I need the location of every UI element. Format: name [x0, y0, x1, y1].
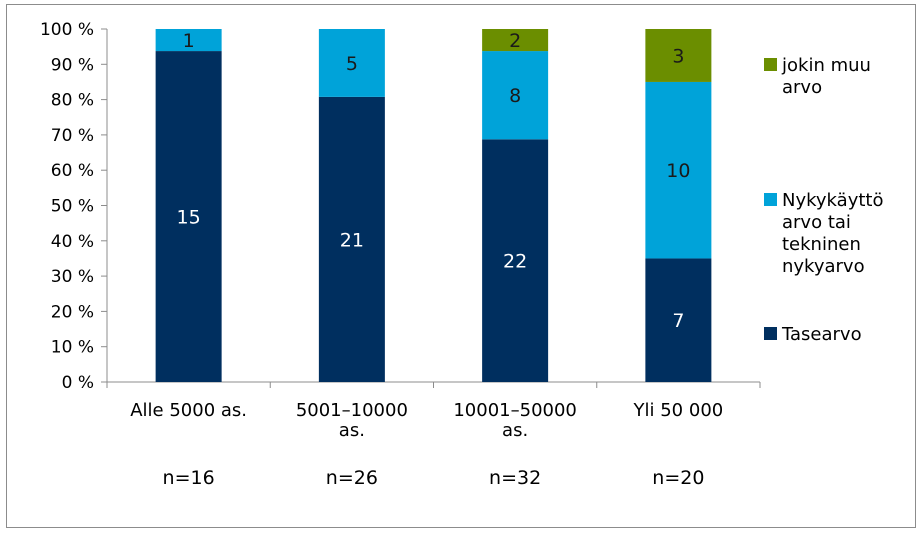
y-tick-label: 30 % [51, 267, 94, 287]
bar-segment [318, 96, 385, 382]
legend-label: tekninen [782, 234, 861, 255]
legend-label: Tasearvo [781, 324, 862, 345]
y-tick-label: 100 % [40, 20, 94, 40]
bar-segment [645, 81, 712, 259]
y-tick-label: 10 % [51, 338, 94, 358]
bar-segment [318, 29, 385, 97]
axes: 0 % 10 % 20 % 30 % 40 % 50 % 60 % 70 % 80 % 90 % 1… [40, 20, 761, 393]
bars: 15 1 21 5 22 8 2 7 10 3 [155, 29, 712, 382]
legend-label: arvo tai [782, 212, 851, 233]
data-label: 8 [509, 85, 521, 107]
y-tick-label: 60 % [51, 161, 94, 181]
y-tick-label: 20 % [51, 302, 94, 322]
legend-label: nykyarvo [782, 256, 865, 277]
x-category-label: Yli 50 000 [633, 400, 724, 421]
x-category-label: 10001–50000 [453, 400, 577, 421]
category-labels: Alle 5000 as.n=165001–10000as.n=2610001–… [130, 400, 723, 489]
legend-label: Nykykäyttö [782, 190, 883, 211]
y-tick-label: 70 % [51, 126, 94, 146]
y-tick-label: 40 % [51, 232, 94, 252]
x-category-label: Alle 5000 as. [130, 400, 247, 421]
y-tick-label: 50 % [51, 197, 94, 217]
legend-label: arvo [782, 77, 822, 98]
bar-segment [155, 51, 222, 382]
data-label: 2 [509, 30, 521, 52]
legend-swatch [764, 327, 777, 340]
bar-segment [482, 29, 549, 52]
y-tick-label: 90 % [51, 55, 94, 75]
bar-segment [482, 139, 549, 382]
data-label: 3 [672, 45, 684, 67]
data-label: 21 [340, 229, 364, 251]
legend-swatch [764, 193, 777, 206]
x-category-label: as. [339, 420, 365, 441]
y-tick-label: 0 % [62, 373, 94, 393]
legend-swatch [764, 58, 777, 71]
x-category-label: 5001–10000 [296, 400, 408, 421]
data-label: 10 [666, 160, 690, 182]
y-tick-label: 80 % [51, 91, 94, 111]
legend-label: jokin muu [781, 55, 871, 76]
bar-segment [482, 51, 549, 140]
n-count-label: n=20 [652, 467, 704, 489]
data-label: 5 [346, 53, 358, 75]
data-label: 15 [177, 207, 201, 229]
data-label: 7 [672, 310, 684, 332]
n-count-label: n=26 [326, 467, 378, 489]
bar-segment [645, 29, 712, 82]
bar-segment [645, 258, 712, 382]
n-count-label: n=16 [163, 467, 215, 489]
x-category-label: as. [502, 420, 528, 441]
data-label: 22 [503, 251, 527, 273]
data-label: 1 [183, 30, 195, 52]
bar-segment [155, 29, 222, 52]
n-count-label: n=32 [489, 467, 541, 489]
